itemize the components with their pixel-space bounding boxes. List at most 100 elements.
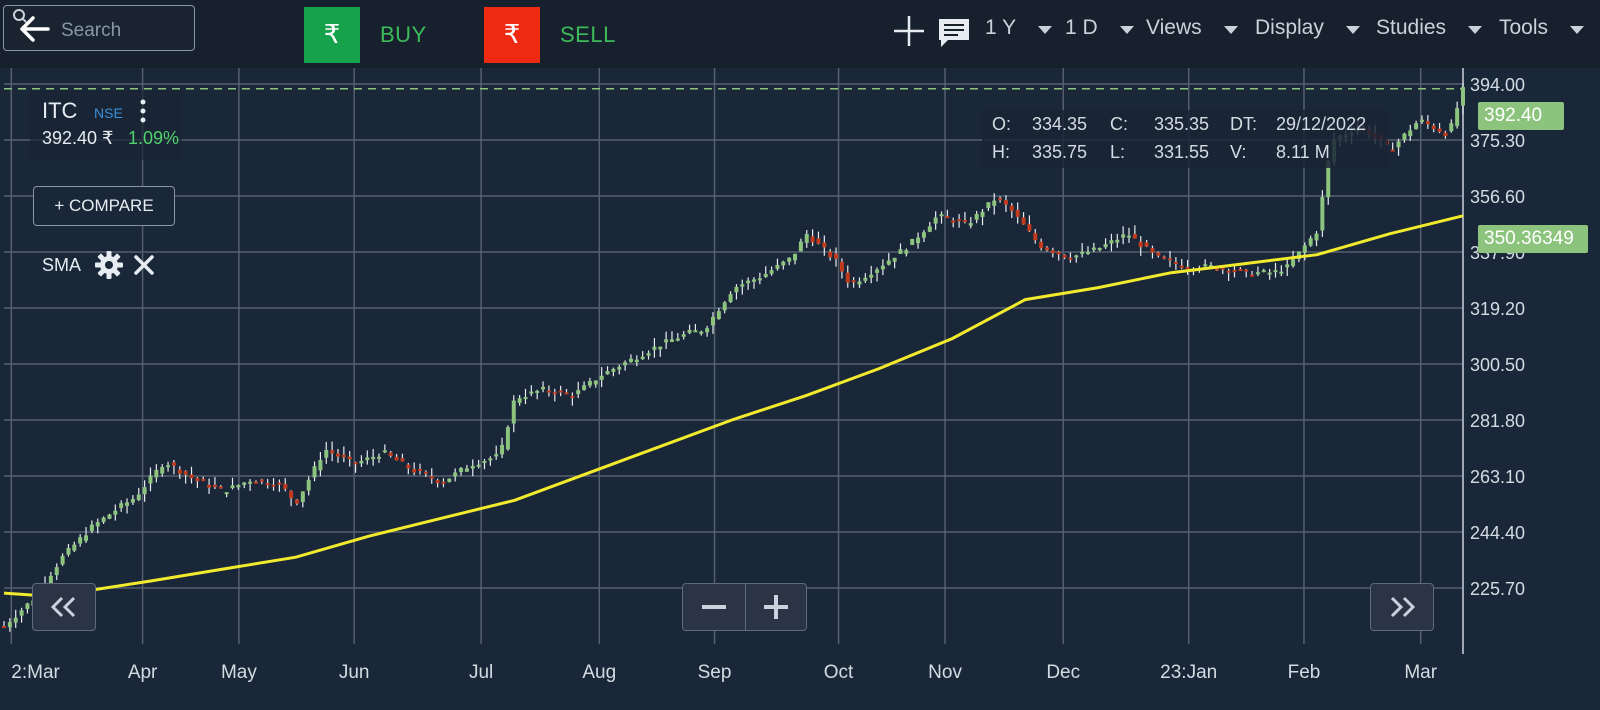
candle [464,464,469,472]
candle [435,478,440,488]
candle [1238,266,1243,271]
candle-body [763,274,768,277]
zoom-in-button[interactable] [744,584,807,630]
candle-body [1449,123,1454,132]
candle [500,437,505,459]
candle-body [242,482,247,485]
scroll-left-button[interactable] [32,583,96,631]
candle [113,504,118,521]
candle [136,487,141,502]
gear-icon[interactable] [95,251,124,279]
candle-body [1302,245,1307,253]
candle-body [494,454,499,457]
candle [1419,115,1424,124]
candle-body [986,202,991,209]
candle-body [1291,259,1296,267]
candle-body [1443,132,1448,137]
sell-label: SELL [560,22,616,47]
studies-menu[interactable]: Studies [1376,16,1483,40]
comment-icon[interactable] [938,18,970,48]
candle [1044,245,1049,252]
candle-body [863,277,868,281]
candle [523,388,528,405]
candle [705,325,710,337]
candle-body [1039,241,1044,249]
candle [89,520,94,534]
more-vert-icon[interactable] [139,98,147,124]
candle-body [781,261,786,266]
candle-body [1326,161,1331,198]
close-icon[interactable] [133,254,155,276]
range-menu[interactable]: 1 Y [985,16,1053,40]
buy-button[interactable]: ₹ BUY [304,7,427,63]
candle [60,553,65,566]
candle [933,211,938,230]
candle-body [775,264,780,269]
candle [675,333,680,342]
compare-button[interactable]: + COMPARE [33,186,175,226]
candle-body [546,390,551,393]
sma-price-tag: 350.36349 [1478,225,1588,253]
display-menu[interactable]: Display [1255,16,1360,40]
candle [1273,263,1278,278]
candle-body [136,494,141,500]
candle-body [541,386,546,390]
candle [1255,266,1260,277]
candle [570,392,575,406]
candle [236,484,241,490]
candle [1402,132,1407,143]
candle [1021,212,1026,225]
candlestick-series [2,82,1465,632]
candle-body [1021,217,1026,225]
close-label: C: [1110,114,1128,134]
candle [734,284,739,300]
candle [1085,246,1090,255]
candle [980,209,985,226]
candle-body [1296,251,1301,260]
y-tick-label: 244.40 [1470,523,1525,543]
candle [1062,254,1067,260]
search-box[interactable]: Search [3,5,195,51]
search-input[interactable]: Search [61,20,122,41]
candle-body [1220,267,1225,270]
price-chart[interactable]: 225.70244.40263.10281.80300.50319.20337.… [0,68,1600,710]
candle-body [728,294,733,303]
candle-body [611,368,616,372]
candle [394,453,399,461]
candle [1226,268,1231,281]
crosshair-icon[interactable] [893,15,925,47]
candle [710,312,715,334]
candle [886,252,891,266]
sell-button[interactable]: ₹ SELL [484,7,616,63]
back-arrow-icon[interactable] [18,15,52,43]
candle [171,460,176,475]
candle [253,480,258,484]
ticker-info[interactable]: ITC NSE 392.40 ₹ 1.09% [30,90,182,160]
candle-body [1402,133,1407,140]
candle-body [1156,252,1161,256]
views-menu[interactable]: Views [1146,16,1238,40]
candle [388,450,393,458]
interval-menu[interactable]: 1 D [1065,16,1134,40]
candle-body [271,484,276,487]
search-icon [13,9,27,23]
candle [207,478,212,494]
y-axis: 225.70244.40263.10281.80300.50319.20337.… [1470,75,1525,599]
candle-body [1050,250,1055,254]
zoom-out-button[interactable] [683,584,745,630]
candle-body [834,253,839,259]
candle-body [634,359,639,363]
candle [1179,258,1184,270]
candle [1115,233,1120,248]
candle-body [95,522,100,527]
scroll-right-button[interactable] [1370,583,1434,631]
candle [377,453,382,463]
candle [1285,258,1290,276]
candle-body [459,467,464,473]
close-value: 335.35 [1154,114,1210,134]
candle-body [1003,200,1008,205]
candle [1080,243,1085,258]
tools-menu[interactable]: Tools [1499,16,1585,40]
candle [546,385,551,397]
candle [400,453,405,462]
